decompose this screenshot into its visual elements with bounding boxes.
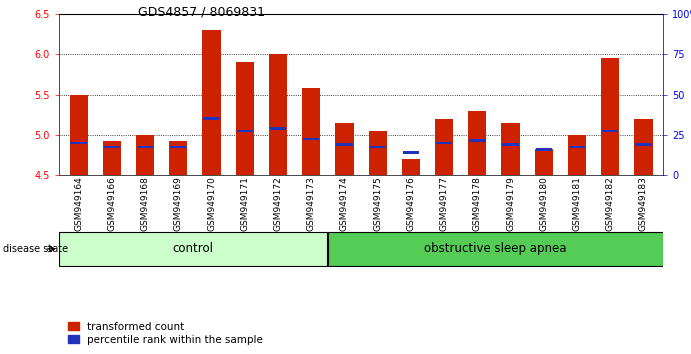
Text: GSM949168: GSM949168 bbox=[140, 176, 150, 231]
FancyBboxPatch shape bbox=[59, 232, 327, 266]
Bar bbox=[468, 111, 486, 175]
Text: disease state: disease state bbox=[3, 244, 68, 254]
Text: GSM949183: GSM949183 bbox=[639, 176, 648, 231]
Text: GSM949179: GSM949179 bbox=[506, 176, 515, 231]
Bar bbox=[403, 151, 419, 154]
Bar bbox=[502, 123, 520, 175]
Text: GDS4857 / 8069831: GDS4857 / 8069831 bbox=[138, 5, 265, 18]
Bar bbox=[136, 135, 154, 175]
Bar bbox=[303, 138, 319, 141]
Text: GSM949173: GSM949173 bbox=[307, 176, 316, 231]
Bar bbox=[536, 148, 552, 151]
Bar bbox=[635, 143, 652, 146]
Bar bbox=[436, 142, 453, 144]
Bar bbox=[602, 130, 618, 132]
Text: control: control bbox=[173, 242, 214, 255]
Bar bbox=[202, 30, 220, 175]
Text: GSM949164: GSM949164 bbox=[74, 176, 83, 231]
Bar bbox=[569, 145, 585, 148]
FancyBboxPatch shape bbox=[328, 232, 663, 266]
Text: GSM949169: GSM949169 bbox=[174, 176, 183, 231]
Bar bbox=[469, 139, 486, 142]
Text: GSM949172: GSM949172 bbox=[274, 176, 283, 231]
Text: GSM949174: GSM949174 bbox=[340, 176, 349, 231]
Bar bbox=[236, 130, 253, 132]
Bar bbox=[435, 119, 453, 175]
Bar bbox=[236, 62, 254, 175]
Text: GSM949178: GSM949178 bbox=[473, 176, 482, 231]
Bar bbox=[370, 145, 386, 148]
Bar bbox=[368, 131, 387, 175]
Bar bbox=[535, 149, 553, 175]
Bar bbox=[104, 145, 120, 148]
Text: GSM949176: GSM949176 bbox=[406, 176, 415, 231]
Bar bbox=[601, 58, 619, 175]
Text: GSM949166: GSM949166 bbox=[107, 176, 116, 231]
Text: GSM949182: GSM949182 bbox=[606, 176, 615, 231]
Bar bbox=[269, 127, 286, 130]
Text: obstructive sleep apnea: obstructive sleep apnea bbox=[424, 242, 567, 255]
Legend: transformed count, percentile rank within the sample: transformed count, percentile rank withi… bbox=[64, 317, 267, 349]
Bar bbox=[337, 143, 352, 146]
Bar bbox=[568, 135, 586, 175]
Text: GSM949175: GSM949175 bbox=[373, 176, 382, 231]
Text: GSM949181: GSM949181 bbox=[572, 176, 582, 231]
Bar bbox=[70, 95, 88, 175]
Bar bbox=[335, 123, 354, 175]
Bar bbox=[103, 141, 121, 175]
Bar bbox=[169, 141, 187, 175]
Bar bbox=[170, 145, 187, 148]
Text: GSM949180: GSM949180 bbox=[539, 176, 548, 231]
Bar bbox=[634, 119, 652, 175]
Text: GSM949170: GSM949170 bbox=[207, 176, 216, 231]
Bar bbox=[203, 118, 220, 120]
Bar bbox=[502, 143, 519, 146]
Text: GSM949177: GSM949177 bbox=[439, 176, 448, 231]
Text: GSM949171: GSM949171 bbox=[240, 176, 249, 231]
Bar bbox=[269, 55, 287, 175]
Bar bbox=[401, 159, 420, 175]
Bar bbox=[137, 145, 153, 148]
Bar bbox=[302, 88, 321, 175]
Bar bbox=[70, 142, 87, 144]
